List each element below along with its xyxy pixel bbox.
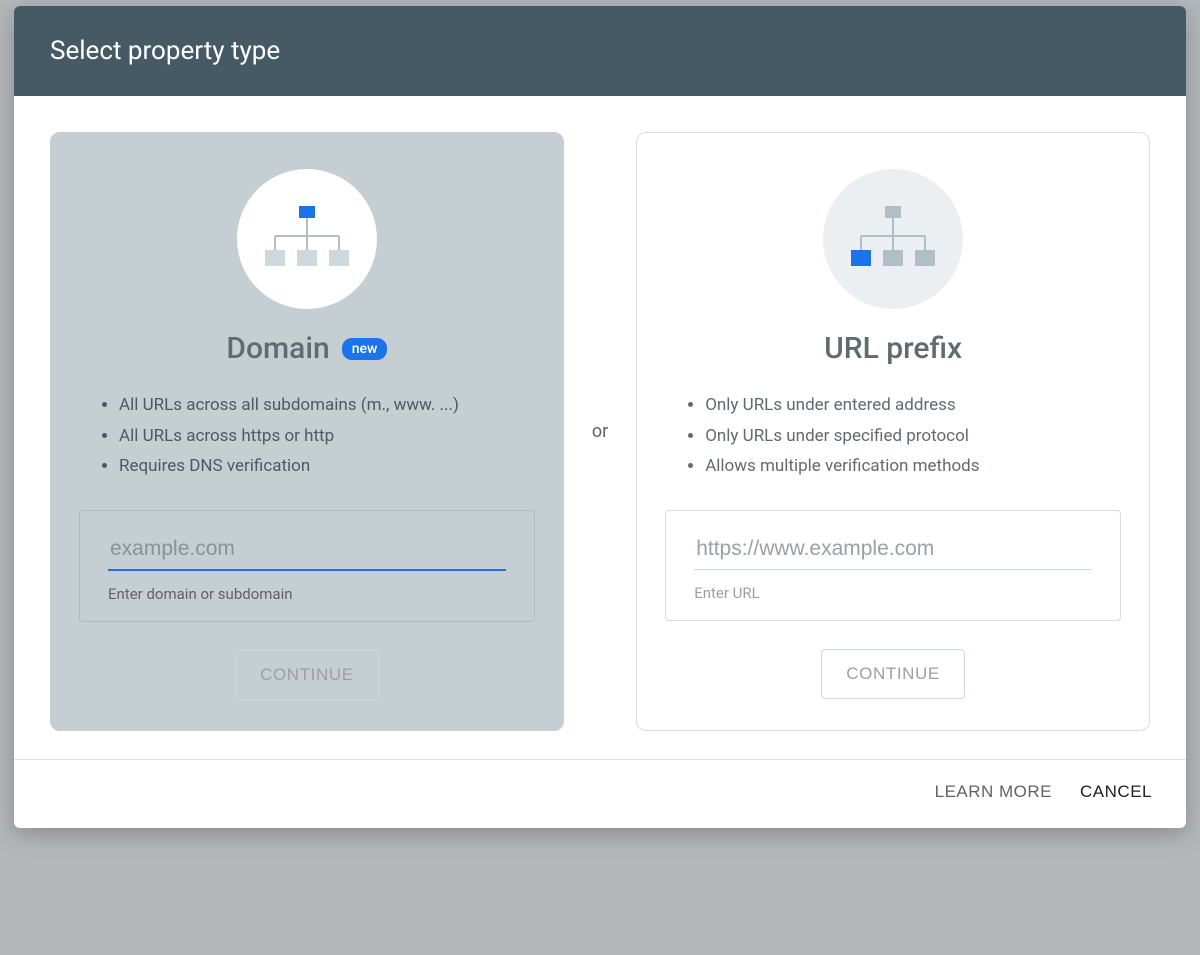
- list-item: Only URLs under entered address: [705, 390, 1121, 421]
- list-item: Allows multiple verification methods: [705, 451, 1121, 482]
- list-item: Requires DNS verification: [119, 451, 535, 482]
- domain-input-frame: Enter domain or subdomain: [79, 510, 535, 622]
- select-property-type-dialog: Select property type Domain new: [14, 6, 1186, 828]
- url-bullet-list: Only URLs under entered address Only URL…: [665, 390, 1121, 482]
- sitemap-icon: [823, 169, 963, 309]
- url-input[interactable]: [694, 533, 1092, 570]
- dialog-body: Domain new All URLs across all subdomain…: [14, 96, 1186, 759]
- domain-card-title: Domain: [226, 331, 329, 366]
- url-input-helper: Enter URL: [694, 584, 1092, 602]
- new-badge: new: [342, 338, 388, 360]
- domain-title-row: Domain new: [226, 331, 387, 366]
- cancel-button[interactable]: CANCEL: [1080, 782, 1152, 802]
- url-continue-button[interactable]: CONTINUE: [821, 649, 965, 699]
- dialog-footer: LEARN MORE CANCEL: [14, 759, 1186, 828]
- url-prefix-card[interactable]: URL prefix Only URLs under entered addre…: [636, 132, 1150, 731]
- domain-continue-button[interactable]: CONTINUE: [235, 650, 379, 700]
- url-input-frame: Enter URL: [665, 510, 1121, 621]
- list-item: All URLs across all subdomains (m., www.…: [119, 390, 535, 421]
- url-title-row: URL prefix: [824, 331, 962, 366]
- domain-bullet-list: All URLs across all subdomains (m., www.…: [79, 390, 535, 482]
- list-item: Only URLs under specified protocol: [705, 421, 1121, 452]
- or-separator: or: [564, 421, 636, 442]
- domain-input-helper: Enter domain or subdomain: [108, 585, 506, 603]
- sitemap-icon: [237, 169, 377, 309]
- list-item: All URLs across https or http: [119, 421, 535, 452]
- domain-card[interactable]: Domain new All URLs across all subdomain…: [50, 132, 564, 731]
- learn-more-button[interactable]: LEARN MORE: [935, 782, 1052, 802]
- dialog-title: Select property type: [14, 6, 1186, 96]
- url-card-title: URL prefix: [824, 331, 962, 366]
- domain-input[interactable]: [108, 533, 506, 571]
